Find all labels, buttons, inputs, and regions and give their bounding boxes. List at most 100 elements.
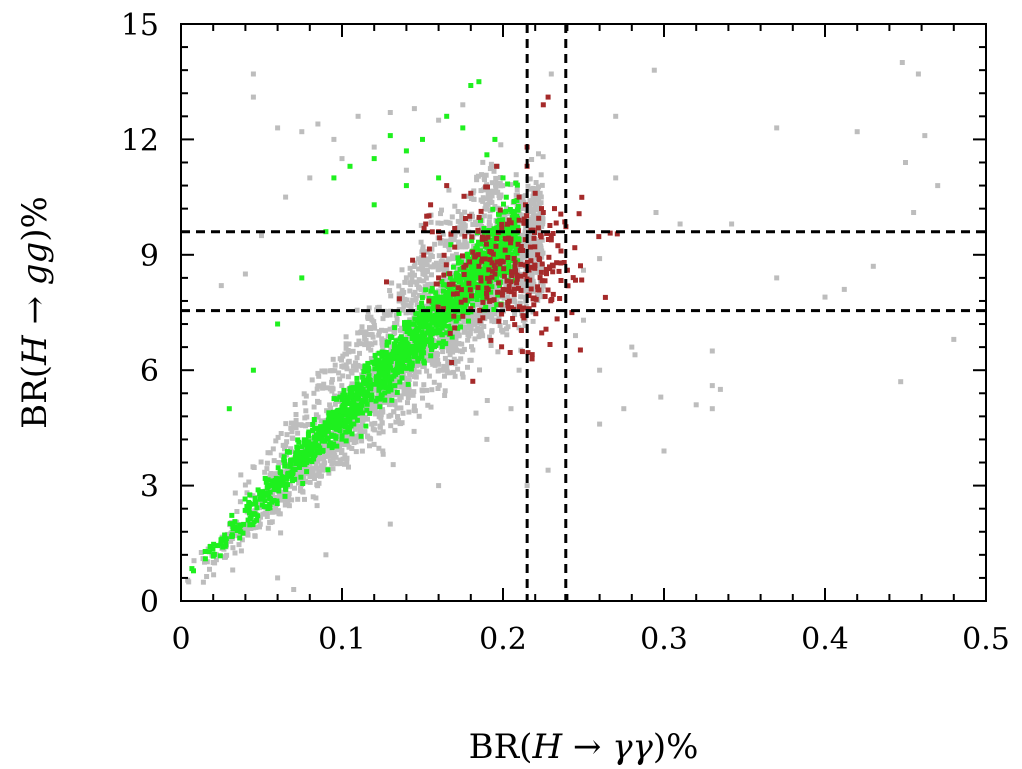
data-point — [265, 450, 271, 456]
data-point — [488, 343, 494, 348]
data-point — [309, 472, 315, 478]
data-point — [509, 297, 515, 303]
data-point — [262, 511, 268, 516]
data-point — [319, 368, 325, 374]
data-point — [333, 435, 339, 441]
data-point — [523, 240, 529, 246]
data-point — [437, 235, 443, 241]
data-point — [329, 368, 335, 374]
x-tick-label: 0.5 — [962, 622, 1010, 657]
data-point — [362, 389, 367, 395]
data-point — [459, 283, 465, 289]
data-point — [474, 174, 480, 180]
data-point — [478, 208, 484, 214]
data-point — [401, 303, 407, 309]
data-point — [534, 213, 540, 219]
data-point — [422, 303, 428, 309]
data-point — [529, 356, 535, 362]
data-point — [506, 217, 512, 223]
data-point — [410, 325, 416, 331]
data-point — [321, 461, 327, 467]
data-point — [503, 320, 508, 325]
data-point — [462, 209, 468, 215]
data-point — [394, 354, 400, 360]
data-point — [489, 314, 494, 320]
data-point — [385, 355, 391, 361]
grey-series — [185, 60, 957, 592]
data-point — [521, 216, 527, 222]
data-point — [539, 288, 545, 294]
data-point — [482, 256, 488, 262]
data-point — [471, 188, 477, 194]
data-point — [315, 121, 321, 127]
data-point — [233, 526, 239, 532]
data-point — [470, 264, 476, 270]
data-point — [277, 493, 283, 499]
data-point — [409, 309, 415, 315]
data-point — [489, 260, 495, 266]
data-point — [377, 366, 383, 372]
data-point — [238, 472, 244, 478]
data-point — [577, 347, 583, 353]
data-point — [288, 425, 294, 431]
data-point — [530, 296, 536, 302]
data-point — [428, 202, 434, 208]
data-point — [483, 280, 489, 286]
data-point — [420, 344, 426, 350]
data-point — [498, 192, 504, 198]
data-point — [899, 60, 905, 65]
data-point — [340, 373, 346, 379]
data-point — [407, 288, 413, 294]
data-point — [545, 94, 551, 100]
data-point — [597, 367, 603, 373]
data-point — [388, 359, 394, 364]
data-point — [397, 327, 403, 333]
data-point — [484, 290, 489, 296]
data-point — [431, 317, 437, 322]
data-point — [550, 291, 556, 297]
data-point — [553, 220, 559, 226]
data-point — [348, 423, 354, 429]
data-point — [354, 375, 360, 381]
data-point — [397, 379, 403, 385]
data-point — [392, 330, 398, 335]
data-point — [385, 360, 391, 366]
data-point — [533, 311, 539, 317]
data-point — [299, 275, 305, 281]
data-point — [312, 441, 318, 447]
data-point — [428, 252, 434, 258]
data-point — [426, 213, 432, 219]
data-point — [596, 234, 602, 240]
data-point — [336, 408, 342, 414]
data-point — [282, 485, 288, 491]
data-point — [546, 254, 552, 260]
data-point — [476, 263, 482, 269]
data-point — [463, 289, 469, 295]
data-point — [334, 447, 340, 453]
x-tick-label: 0.3 — [640, 622, 688, 657]
data-point — [444, 113, 450, 119]
data-point — [276, 488, 282, 494]
data-point — [185, 577, 191, 583]
data-point — [489, 294, 495, 300]
data-point — [486, 278, 492, 284]
data-point — [421, 225, 427, 231]
data-point — [416, 277, 422, 283]
data-point — [443, 290, 449, 295]
data-point — [496, 316, 502, 322]
data-point — [468, 326, 474, 332]
data-point — [379, 349, 385, 355]
data-point — [390, 462, 396, 468]
data-point — [476, 239, 481, 245]
data-point — [428, 219, 434, 225]
data-point — [475, 302, 481, 308]
data-point — [328, 405, 334, 411]
data-point — [343, 362, 349, 368]
data-point — [329, 377, 335, 383]
data-point — [544, 271, 549, 277]
data-point — [285, 482, 290, 488]
data-point — [412, 346, 418, 352]
data-point — [516, 237, 522, 243]
data-point — [325, 436, 331, 442]
data-point — [392, 402, 398, 408]
